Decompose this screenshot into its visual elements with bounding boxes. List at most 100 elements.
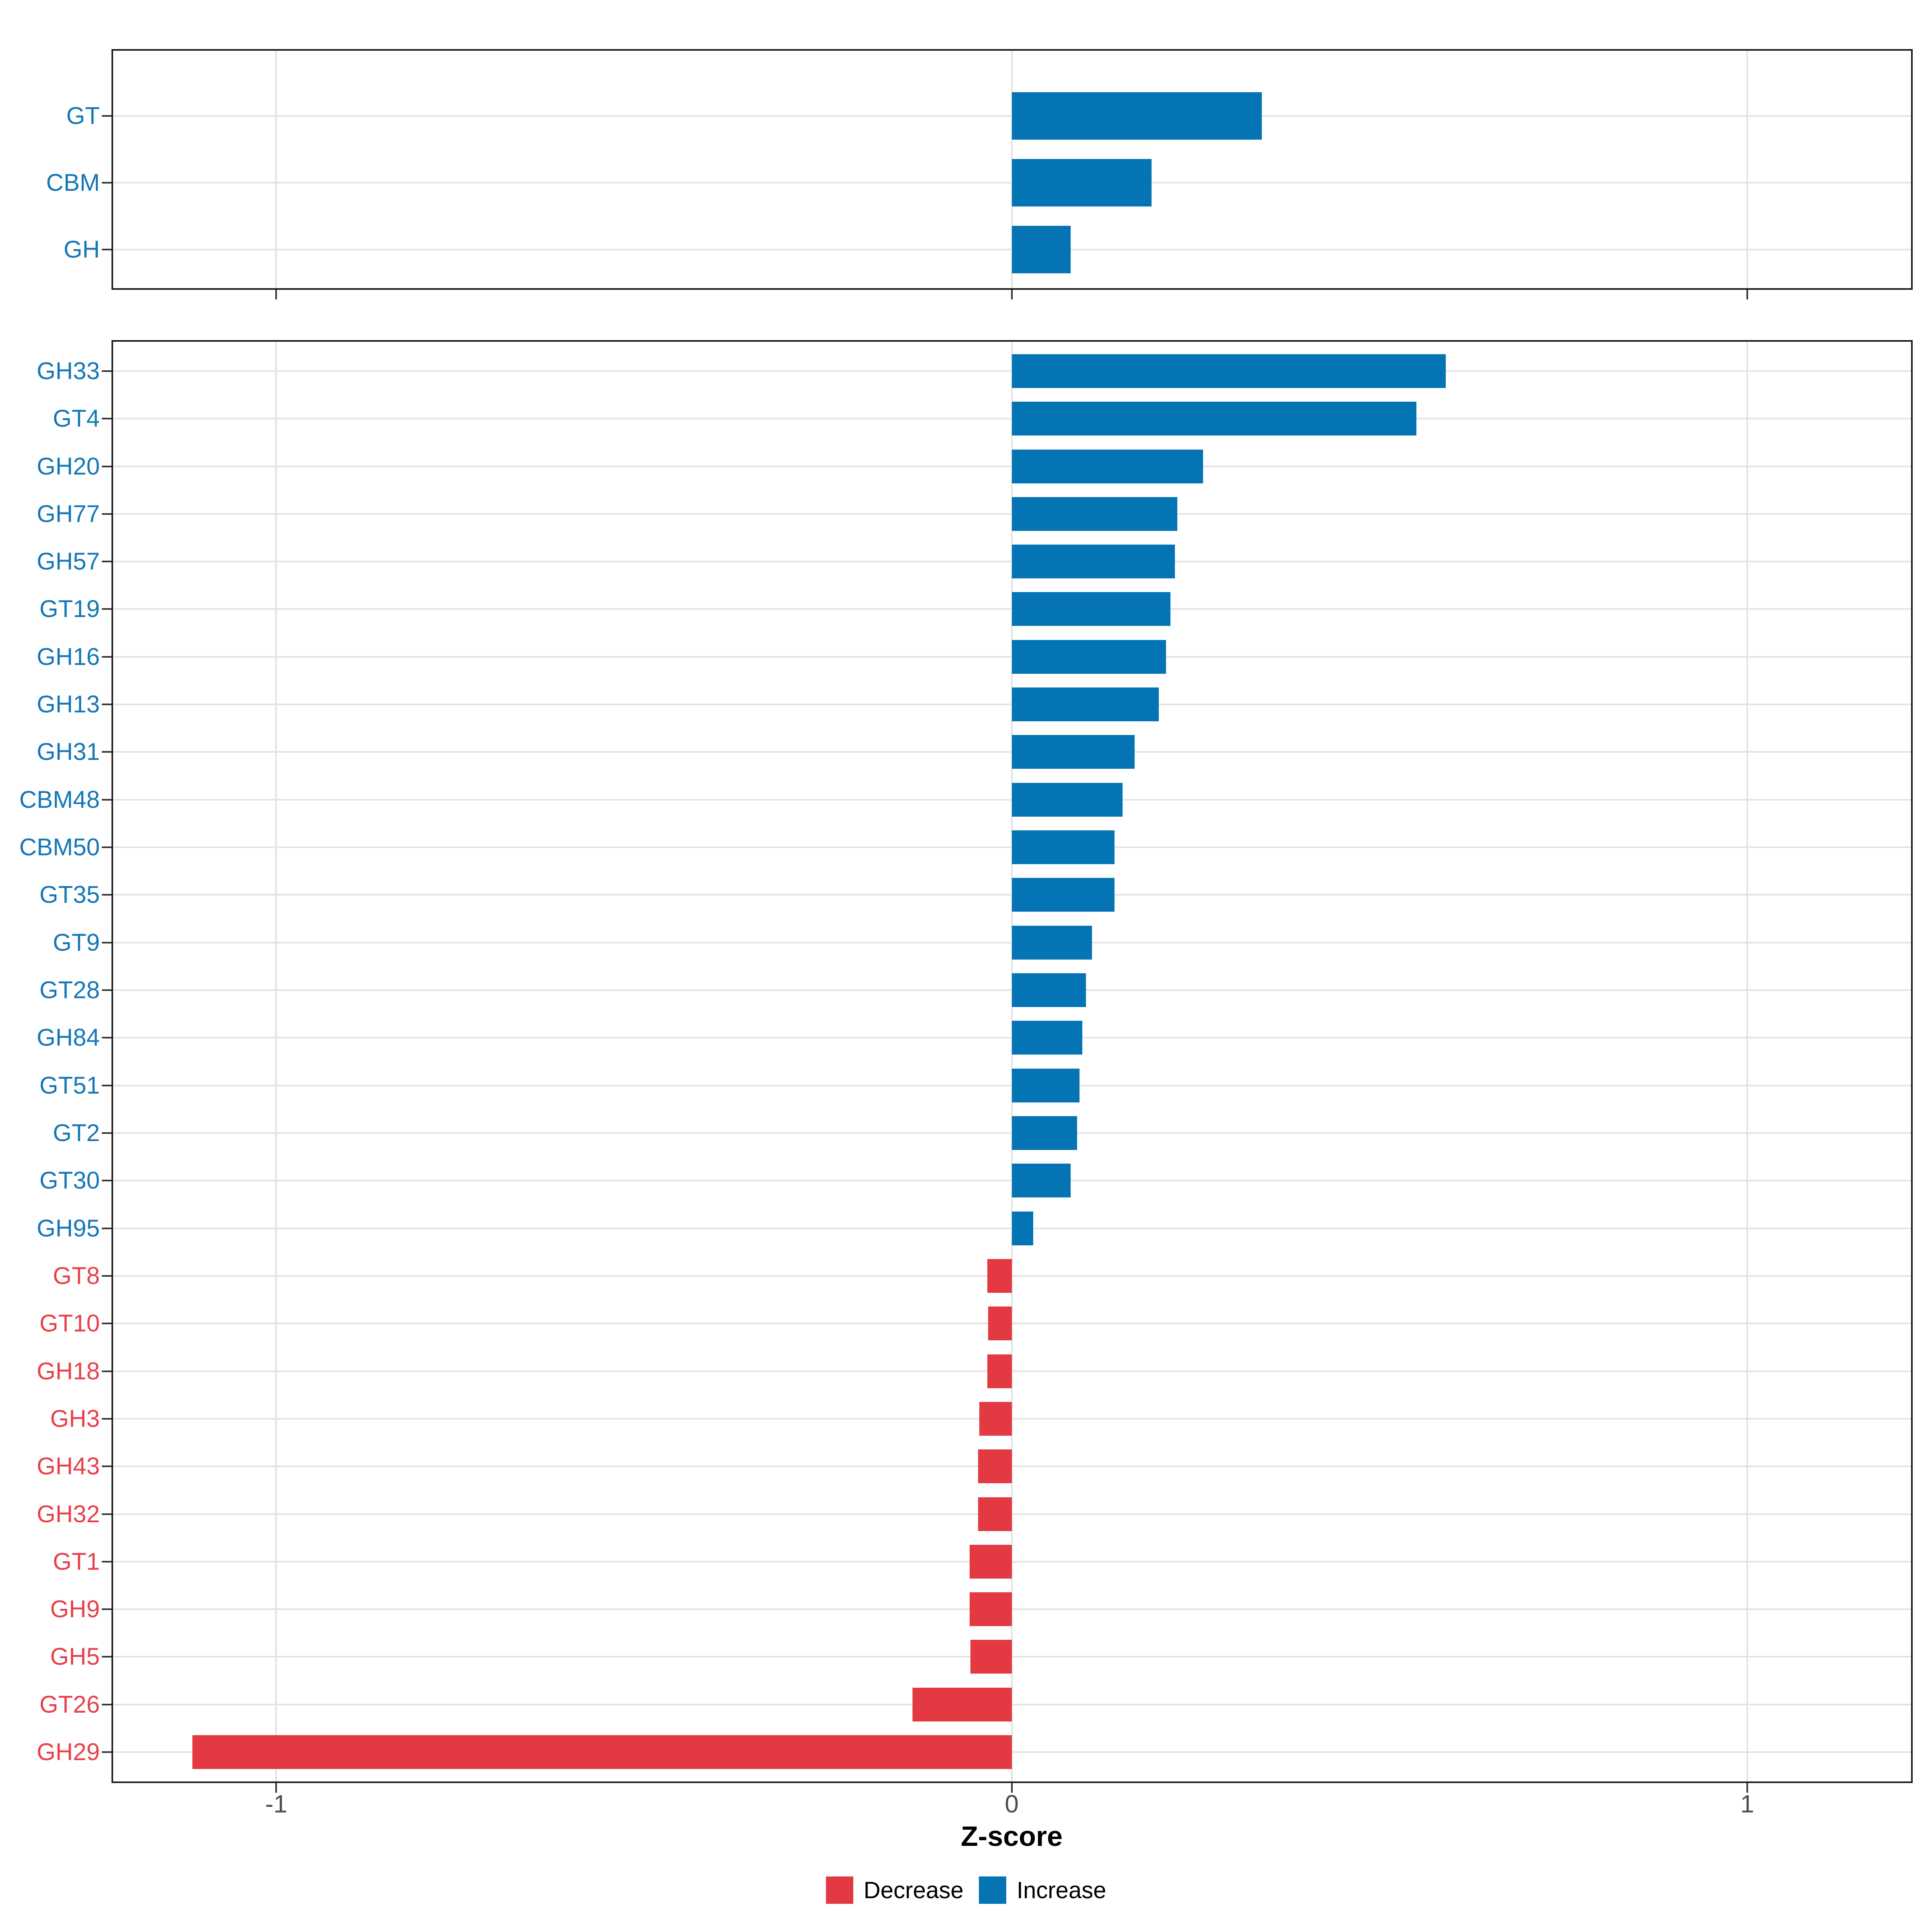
y-tick-GT26 [102,1703,111,1705]
category-label-GH9: GH9 [50,1596,100,1623]
category-label-GH29: GH29 [37,1738,100,1766]
increase-color-swatch [978,1876,1006,1904]
y-tick-CBM [102,182,111,184]
x-tick-0-under-panel [1011,290,1013,299]
y-tick-GT4 [102,418,111,420]
x-tick-label-0: 0 [1005,1790,1019,1818]
bar-GT35 [1011,878,1115,912]
category-label-GH33: GH33 [37,357,100,384]
bar-GT2 [1011,1116,1077,1150]
category-label-GH84: GH84 [37,1024,100,1051]
bar-GH16 [1011,640,1166,674]
legend: Decrease Increase [0,1876,1932,1904]
y-tick-GH32 [102,1513,111,1515]
bar-GH [1011,226,1071,274]
y-tick-GH16 [102,656,111,658]
gridline-x--1 [275,51,277,288]
y-tick-GH29 [102,1751,111,1753]
bar-GH33 [1011,354,1446,388]
category-label-GT35: GT35 [39,881,100,908]
category-label-GT10: GT10 [39,1310,100,1337]
category-label-GT26: GT26 [39,1690,100,1718]
category-label-GT4: GT4 [53,405,100,432]
gridline-x-1 [1746,342,1748,1781]
category-label-GH95: GH95 [37,1214,100,1242]
legend-label-decrease: Decrease [863,1877,964,1903]
gridline-y-GH29 [113,1751,1911,1753]
gridline-x--1 [275,342,277,1781]
bar-GT8 [987,1259,1012,1293]
legend-label-increase: Increase [1016,1877,1106,1903]
bar-GT28 [1011,973,1086,1007]
bar-CBM50 [1011,830,1115,865]
y-tick-GH77 [102,513,111,515]
bar-GT [1011,92,1262,140]
bar-GT51 [1011,1068,1080,1102]
bar-GT26 [912,1687,1012,1721]
y-tick-GH33 [102,370,111,372]
legend-item-increase: Increase [978,1876,1106,1904]
y-tick-GT28 [102,989,111,991]
x-tick-1-under-panel [1746,1783,1748,1793]
category-label-GH16: GH16 [37,643,100,670]
bar-GH29 [192,1735,1012,1769]
bar-GH43 [978,1449,1012,1484]
bar-GH18 [987,1354,1012,1388]
y-tick-CBM50 [102,846,111,848]
bar-CBM48 [1011,782,1123,817]
bar-GT30 [1011,1164,1071,1198]
category-label-CBM50: CBM50 [19,834,100,861]
bar-GH20 [1011,449,1203,483]
y-tick-GT51 [102,1084,111,1086]
y-tick-GH20 [102,465,111,467]
y-tick-GH84 [102,1037,111,1039]
gridline-y-GH9 [113,1608,1911,1610]
y-tick-GT2 [102,1132,111,1134]
category-label-GT2: GT2 [53,1119,100,1146]
x-tick-1-under-panel [1746,290,1748,299]
category-label-CBM48: CBM48 [19,786,100,813]
category-label-GT9: GT9 [53,929,100,956]
bar-GH57 [1011,545,1175,579]
gridline-x-1 [1746,51,1748,288]
bar-CBM [1011,159,1152,206]
category-label-GH20: GH20 [37,452,100,480]
category-label-GH18: GH18 [37,1357,100,1385]
gridline-y-GH3 [113,1418,1911,1420]
category-label-GT19: GT19 [39,595,100,623]
gridline-y-GT10 [113,1323,1911,1325]
category-label-GT1: GT1 [53,1548,100,1575]
bar-GT9 [1011,925,1092,960]
gridline-y-GH32 [113,1513,1911,1515]
x-tick--1-under-panel [275,290,277,299]
bar-GH95 [1011,1211,1033,1245]
bar-GH32 [978,1497,1012,1531]
bar-GT19 [1011,592,1171,626]
category-label-GH5: GH5 [50,1643,100,1670]
y-tick-GH95 [102,1227,111,1229]
bar-GH13 [1011,687,1159,722]
category-label-GH31: GH31 [37,738,100,766]
category-label-GT28: GT28 [39,976,100,1004]
bar-GT10 [988,1307,1012,1341]
y-tick-GT30 [102,1180,111,1182]
y-tick-GT [102,115,111,117]
category-label-GT51: GT51 [39,1071,100,1099]
y-tick-GT10 [102,1323,111,1325]
category-label-GH43: GH43 [37,1453,100,1480]
bar-GH9 [970,1592,1012,1627]
category-label-GH13: GH13 [37,691,100,718]
bar-GH84 [1011,1021,1082,1055]
category-label-GH3: GH3 [50,1405,100,1432]
bottom-panel-enzyme-families [111,340,1913,1783]
decrease-color-swatch [826,1876,853,1904]
category-label-GT8: GT8 [53,1262,100,1289]
gridline-y-GT26 [113,1703,1911,1705]
bar-GH77 [1011,497,1177,531]
category-label-GH77: GH77 [37,500,100,527]
x-axis-title: Z-score [961,1821,1063,1852]
y-tick-GH18 [102,1370,111,1372]
y-tick-GT35 [102,894,111,896]
y-tick-GH31 [102,751,111,753]
